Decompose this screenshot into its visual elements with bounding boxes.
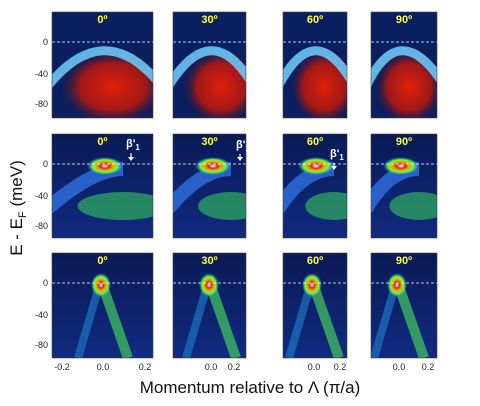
panel-frame <box>370 252 438 359</box>
panel-image <box>52 12 153 118</box>
spectral-blob <box>57 47 153 118</box>
hot-spot <box>195 157 231 175</box>
x-tick-label: 0.0 <box>205 362 218 372</box>
annotation: β'1 <box>330 148 344 162</box>
panel-image <box>283 253 347 358</box>
annotation-symbol: β' <box>26 165 36 177</box>
panel-image <box>283 12 347 118</box>
panel-frame <box>282 11 348 119</box>
arrow-head <box>237 157 243 161</box>
panel-image <box>52 253 153 358</box>
annotation-sub: 1 <box>339 153 344 162</box>
band <box>371 46 437 88</box>
arrow-head <box>331 166 337 170</box>
spectral-blob <box>372 47 437 118</box>
annotation-arrow <box>35 178 47 185</box>
y-axis-label: E - EF (meV) <box>7 160 29 256</box>
angle-label: 30º <box>201 14 217 26</box>
angle-label: 90º <box>396 136 412 148</box>
hot-spot <box>383 157 419 175</box>
panel-image <box>371 12 437 118</box>
band-lower <box>389 192 437 220</box>
x-tick-label: 0.2 <box>139 362 152 372</box>
band-lower <box>198 192 246 220</box>
panel-frame <box>282 252 348 359</box>
spectral-blob <box>180 47 246 118</box>
hot-spot <box>87 157 123 175</box>
panel-image <box>173 253 246 358</box>
angle-label: 0º <box>97 255 107 267</box>
band-lower <box>77 192 153 220</box>
panel-bg <box>52 253 153 358</box>
panel-frame <box>51 11 154 119</box>
y-tick-label: -80 <box>35 221 48 231</box>
y-tick-label: -40 <box>35 191 48 201</box>
x-tick-label: 0.2 <box>422 362 435 372</box>
panels: 0º 30º 60º 90º 0 -40 -80 0º 30º 60º 90º 0 -40 -80 0º 30… <box>26 11 438 372</box>
annotation: β'2 <box>26 165 40 179</box>
annotation-symbol: β' <box>126 138 136 150</box>
annotation-sub: 1 <box>245 144 250 153</box>
panel-image <box>52 134 153 238</box>
spectral-blob <box>288 47 347 118</box>
arrow-head <box>43 181 49 185</box>
y-tick-label: 0 <box>43 159 48 169</box>
panel-frame <box>51 252 154 359</box>
angle-label: 60º <box>307 14 323 26</box>
panel-frame <box>172 133 247 239</box>
angle-label: 60º <box>307 255 323 267</box>
panel-frame <box>282 133 348 239</box>
angle-label: 60º <box>307 136 323 148</box>
annotation-symbol: β' <box>330 148 340 160</box>
y-tick-label: -40 <box>35 69 48 79</box>
hot-spot <box>298 157 334 175</box>
annotation-symbol: β' <box>236 139 246 151</box>
angle-label: 90º <box>396 255 412 267</box>
panel-image <box>371 134 437 238</box>
hot-spot <box>387 273 407 297</box>
annotation: β'1 <box>126 138 140 152</box>
annotation-sub: 2 <box>35 170 40 179</box>
y-tick-label: -40 <box>35 310 48 320</box>
panel-image <box>371 253 437 358</box>
angle-label: 30º <box>201 255 217 267</box>
annotation: β'1 <box>236 139 250 153</box>
hot-spot <box>91 273 111 297</box>
x-tick-label: 0.0 <box>97 362 110 372</box>
panel-frame <box>172 11 247 119</box>
x-tick-label: 0.0 <box>308 362 321 372</box>
x-tick-label: -0.2 <box>54 362 70 372</box>
annotation-sub: 1 <box>135 143 140 152</box>
panel-frame <box>370 11 438 119</box>
y-tick-label: 0 <box>43 278 48 288</box>
x-tick-label: 0.2 <box>334 362 347 372</box>
y-tick-label: -80 <box>35 340 48 350</box>
panel-frame <box>51 133 154 239</box>
angle-label: 0º <box>97 136 107 148</box>
panel-image <box>283 134 347 238</box>
angle-label: 90º <box>396 14 412 26</box>
band-lower <box>305 192 347 220</box>
band <box>173 46 246 88</box>
x-axis-label: Momentum relative to Λ (π/a) <box>140 378 361 397</box>
hot-spot <box>199 273 219 297</box>
x-tick-label: 0.2 <box>228 362 241 372</box>
panel-image <box>173 134 246 238</box>
angle-label: 0º <box>97 14 107 26</box>
panel-frame <box>370 133 438 239</box>
hot-spot <box>302 273 322 297</box>
panel-frame <box>172 252 247 359</box>
y-tick-label: 0 <box>43 37 48 47</box>
panel-image <box>173 12 246 118</box>
arrow-head <box>128 157 134 161</box>
band <box>283 46 347 88</box>
angle-label: 30º <box>201 136 217 148</box>
x-tick-label: 0.0 <box>393 362 406 372</box>
band <box>52 46 153 89</box>
y-tick-label: -80 <box>35 99 48 109</box>
